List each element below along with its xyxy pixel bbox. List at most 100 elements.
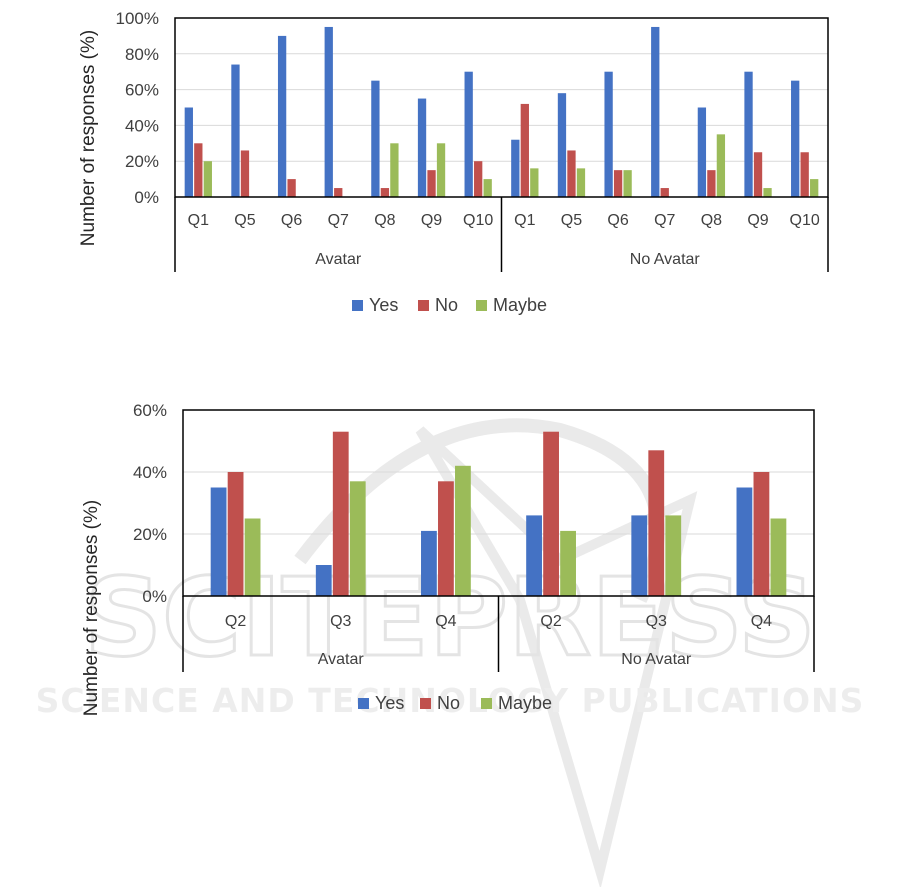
y-tick-label: 100% [116, 9, 159, 28]
x-tick-label: Q5 [234, 212, 255, 229]
y-tick-label: 0% [142, 587, 167, 606]
bar-yes [464, 71, 473, 197]
y-axis-title: Number of responses (%) [78, 30, 99, 246]
legend-swatch-no [420, 698, 431, 709]
legend-swatch-no [418, 300, 429, 311]
legend-label-maybe: Maybe [493, 295, 547, 315]
bar-no [800, 152, 809, 197]
bar-maybe [483, 179, 492, 197]
x-tick-label: Q8 [374, 212, 395, 229]
group-label-avatar: Avatar [315, 251, 362, 268]
group-label-no-avatar: No Avatar [630, 251, 701, 268]
group-label-no-avatar: No Avatar [621, 651, 692, 668]
bar-yes [324, 26, 333, 198]
plot-frame [174, 17, 829, 198]
bar-yes [744, 71, 753, 197]
bar-yes [277, 35, 287, 198]
bar-maybe [623, 170, 632, 197]
x-tick-label: Q7 [654, 212, 675, 229]
bar-yes [511, 139, 520, 197]
x-tick-label: Q3 [646, 613, 667, 630]
bar-yes [315, 565, 332, 596]
bar-no [332, 431, 349, 596]
legend-label-no: No [437, 693, 460, 713]
bar-yes [697, 107, 707, 197]
bar-maybe [530, 168, 539, 197]
x-tick-label: Q6 [281, 212, 302, 229]
bar-no [380, 188, 390, 197]
bar-yes [417, 98, 427, 197]
bar-maybe [665, 515, 682, 596]
bar-no [474, 161, 483, 197]
y-tick-label: 20% [125, 152, 159, 171]
legend-swatch-yes [358, 698, 369, 709]
bar-maybe [716, 134, 726, 197]
bar-no [287, 179, 296, 197]
x-tick-label: Q4 [751, 613, 772, 630]
y-tick-label: 60% [133, 401, 167, 420]
bar-no [707, 170, 716, 197]
bar-yes [736, 487, 753, 596]
bar-maybe [436, 143, 446, 197]
legend-label-maybe: Maybe [498, 693, 552, 713]
bar-maybe [763, 188, 772, 197]
y-tick-label: 40% [125, 116, 159, 135]
x-tick-label: Q1 [514, 212, 535, 229]
bar-yes [557, 93, 567, 197]
bar-maybe [455, 465, 471, 596]
x-tick-label: Q10 [790, 212, 820, 229]
bar-no [753, 152, 763, 197]
bar-no [438, 481, 454, 596]
bar-yes [791, 80, 800, 197]
group-label-avatar: Avatar [318, 651, 365, 668]
bar-maybe [349, 481, 366, 596]
bar-maybe [244, 518, 261, 596]
y-axis-title: Number of responses (%) [81, 500, 102, 716]
bar-yes [371, 80, 380, 197]
x-tick-label: Q9 [747, 212, 768, 229]
bar-no [520, 103, 529, 197]
bar-no [334, 188, 343, 197]
y-tick-label: 0% [134, 188, 159, 207]
x-tick-label: Q10 [463, 212, 493, 229]
x-tick-label: Q9 [421, 212, 442, 229]
bar-maybe [203, 161, 212, 197]
bar-maybe [560, 530, 576, 596]
avatar-vs-no-avatar-chart-1: 0% 20% 40% 60% 80% 100% Q1 Q5 Q6 Q7 Q8 Q9 Q10 Q1 Q5 Q6 Q… [78, 9, 829, 315]
bar-no [648, 450, 665, 596]
bar-maybe [576, 168, 586, 197]
y-tick-label: 40% [133, 463, 167, 482]
bar-yes [631, 515, 648, 596]
bar-yes [184, 107, 193, 197]
bar-no [194, 143, 203, 197]
legend-swatch-yes [352, 300, 363, 311]
legend-swatch-maybe [476, 300, 487, 311]
bar-no [613, 170, 623, 197]
bar-yes [651, 26, 660, 198]
bar-yes [231, 64, 240, 197]
bar-yes [526, 515, 542, 596]
legend-swatch-maybe [481, 698, 492, 709]
avatar-vs-no-avatar-chart-2: 0% 20% 40% 60% Q2 Q3 Q4 Q2 Q3 Q4 Avatar No Avatar Nu… [81, 401, 815, 716]
x-tick-label: Q2 [225, 613, 246, 630]
bar-maybe [390, 143, 399, 197]
bar-no [753, 472, 770, 596]
watermark-sub-text: SCIENCE AND TECHNOLOGY PUBLICATIONS [36, 681, 865, 720]
y-tick-label: 20% [133, 525, 167, 544]
bar-maybe [770, 518, 787, 596]
bar-no [660, 188, 669, 197]
y-tick-label: 60% [125, 81, 159, 100]
x-tick-label: Q8 [701, 212, 722, 229]
bar-yes [604, 71, 613, 197]
x-tick-label: Q3 [330, 613, 351, 630]
legend-label-yes: Yes [375, 693, 404, 713]
bar-no [227, 472, 244, 596]
bar-yes [421, 530, 437, 596]
bar-yes [210, 487, 227, 596]
x-tick-label: Q4 [435, 613, 456, 630]
x-tick-label: Q1 [188, 212, 209, 229]
bar-no [240, 150, 250, 197]
bar-no [543, 431, 559, 596]
bar-no [567, 150, 576, 197]
legend-label-yes: Yes [369, 295, 398, 315]
